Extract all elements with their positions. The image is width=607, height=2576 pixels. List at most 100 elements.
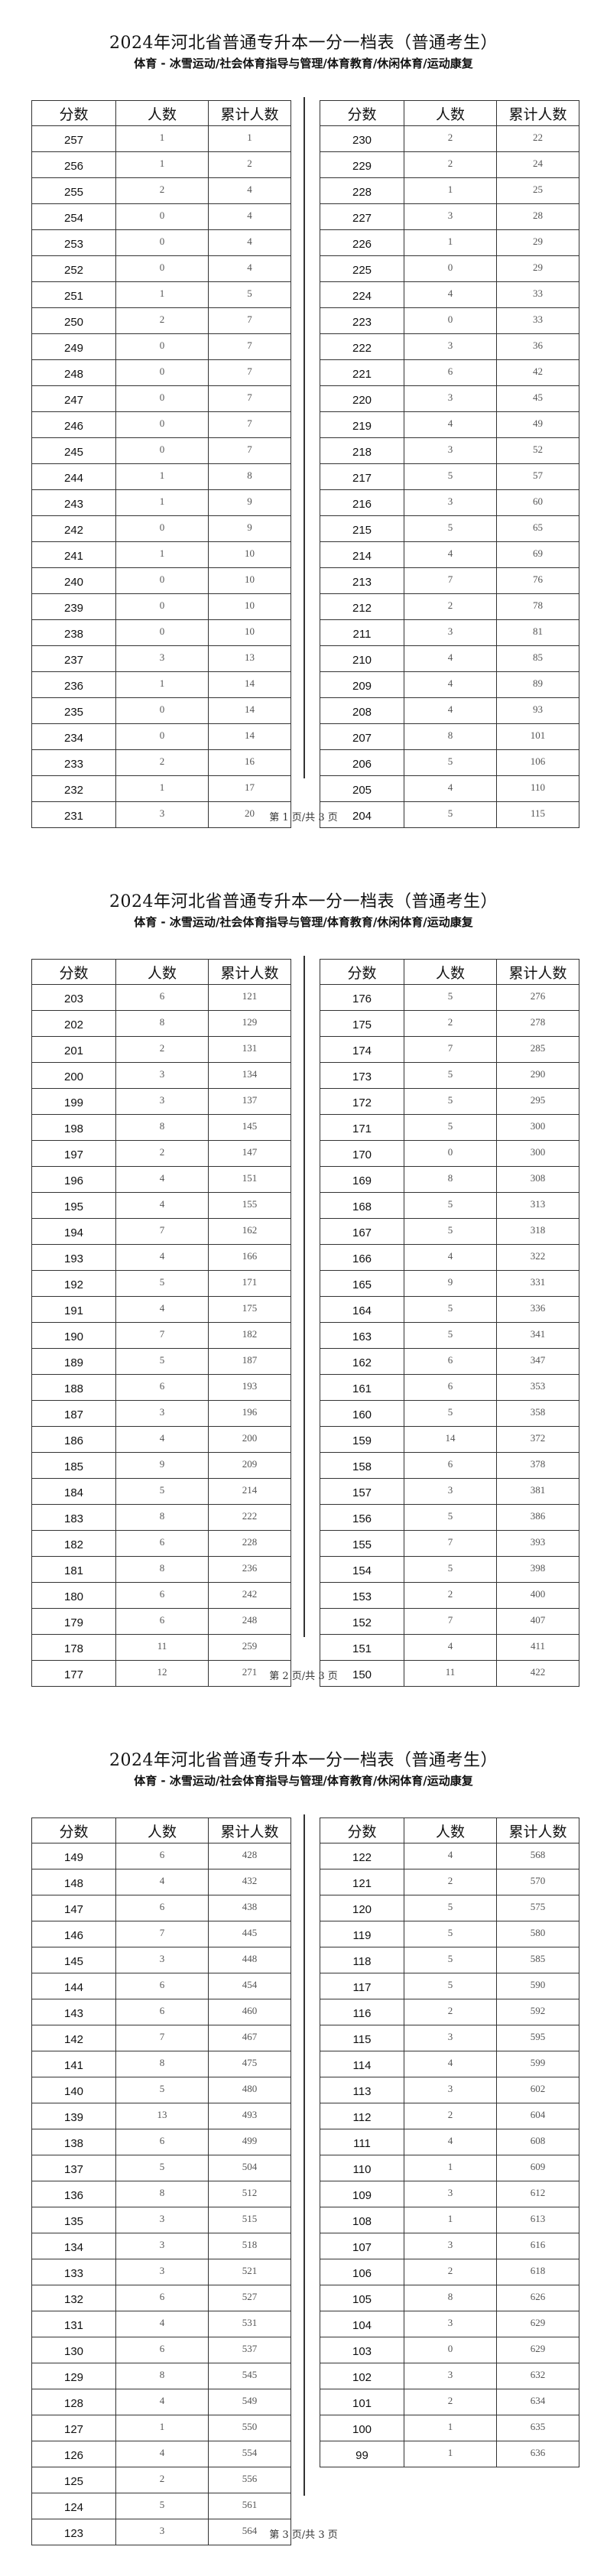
table-row: 188 6 193 — [31, 1374, 291, 1401]
count-cell: 14 — [404, 1426, 497, 1453]
score-cell: 100 — [320, 2415, 404, 2441]
score-cell: 133 — [31, 2259, 116, 2285]
cumulative-cell: 438 — [208, 1895, 291, 1921]
table-row: 108 1 613 — [320, 2207, 579, 2233]
table-row: 182 6 228 — [31, 1530, 291, 1557]
count-cell: 5 — [404, 1504, 497, 1531]
page: 2024年河北省普通专升本一分一档表（普通考生） 体育 - 冰雪运动/社会体育指导… — [0, 1717, 607, 2576]
score-cell: 180 — [31, 1582, 116, 1609]
count-cell: 6 — [115, 1973, 209, 1999]
cumulative-cell: 57 — [496, 463, 579, 490]
column-header: 分数 — [320, 1817, 404, 1843]
count-cell: 0 — [404, 255, 497, 282]
cumulative-cell: 228 — [208, 1530, 291, 1557]
score-cell: 165 — [320, 1270, 404, 1297]
table-row: 180 6 242 — [31, 1582, 291, 1609]
count-cell: 4 — [404, 1634, 497, 1661]
score-cell: 214 — [320, 541, 404, 568]
table-row: 233 2 16 — [31, 749, 291, 776]
cumulative-cell: 285 — [496, 1036, 579, 1063]
count-cell: 6 — [115, 2129, 209, 2155]
cumulative-cell: 10 — [208, 619, 291, 646]
table-row: 112 2 604 — [320, 2103, 579, 2129]
score-cell: 237 — [31, 645, 116, 672]
score-cell: 221 — [320, 359, 404, 386]
table-row: 130 6 537 — [31, 2337, 291, 2363]
cumulative-cell: 20 — [208, 801, 291, 828]
count-cell: 5 — [115, 1270, 209, 1297]
cumulative-cell: 599 — [496, 2051, 579, 2077]
count-cell: 4 — [404, 645, 497, 672]
score-cell: 211 — [320, 619, 404, 646]
cumulative-cell: 422 — [496, 1660, 579, 1687]
score-cell: 160 — [320, 1400, 404, 1427]
count-cell: 2 — [404, 1999, 497, 2025]
score-cell: 226 — [320, 229, 404, 256]
score-cell: 240 — [31, 567, 116, 594]
table-row: 134 3 518 — [31, 2233, 291, 2259]
table-row: 194 7 162 — [31, 1218, 291, 1245]
table-row: 131 4 531 — [31, 2311, 291, 2337]
count-cell: 3 — [404, 2025, 497, 2051]
count-cell: 7 — [115, 1921, 209, 1947]
score-cell: 199 — [31, 1088, 116, 1115]
cumulative-cell: 69 — [496, 541, 579, 568]
cumulative-cell: 7 — [208, 333, 291, 360]
count-cell: 1 — [115, 775, 209, 802]
column-divider — [304, 1814, 305, 2496]
score-cell: 224 — [320, 281, 404, 308]
count-cell: 1 — [404, 2415, 497, 2441]
table-row: 174 7 285 — [320, 1036, 579, 1063]
count-cell: 2 — [404, 125, 497, 152]
count-cell: 7 — [404, 567, 497, 594]
score-cell: 185 — [31, 1452, 116, 1479]
score-cell: 105 — [320, 2285, 404, 2311]
count-cell: 4 — [404, 775, 497, 802]
table-row: 206 5 106 — [320, 749, 579, 776]
score-cell: 220 — [320, 385, 404, 412]
score-table-left: 分数 人数 累计人数 149 6 428 148 4 432 147 6 438 146 7 445 145 3… — [31, 1817, 291, 2545]
table-row: 162 6 347 — [320, 1348, 579, 1375]
cumulative-cell: 145 — [208, 1114, 291, 1141]
count-cell: 4 — [115, 1192, 209, 1219]
column-divider — [304, 97, 305, 778]
count-cell: 1 — [115, 671, 209, 698]
cumulative-cell: 106 — [496, 749, 579, 776]
score-cell: 200 — [31, 1062, 116, 1089]
score-cell: 256 — [31, 151, 116, 178]
count-cell: 6 — [115, 1895, 209, 1921]
cumulative-cell: 42 — [496, 359, 579, 386]
score-cell: 252 — [31, 255, 116, 282]
score-cell: 203 — [31, 984, 116, 1011]
cumulative-cell: 81 — [496, 619, 579, 646]
cumulative-cell: 52 — [496, 437, 579, 464]
count-cell: 8 — [115, 1010, 209, 1037]
count-cell: 5 — [404, 1114, 497, 1141]
column-header: 累计人数 — [208, 100, 291, 126]
table-row: 177 12 271 — [31, 1660, 291, 1687]
score-cell: 217 — [320, 463, 404, 490]
score-cell: 146 — [31, 1921, 116, 1947]
cumulative-cell: 336 — [496, 1296, 579, 1323]
count-cell: 5 — [404, 1947, 497, 1973]
count-cell: 4 — [404, 1244, 497, 1271]
table-row: 219 4 49 — [320, 411, 579, 438]
score-cell: 250 — [31, 307, 116, 334]
table-row: 181 8 236 — [31, 1556, 291, 1583]
score-cell: 148 — [31, 1869, 116, 1895]
table-row: 202 8 129 — [31, 1010, 291, 1037]
count-cell: 5 — [115, 2155, 209, 2181]
cumulative-cell: 378 — [496, 1452, 579, 1479]
table-row: 196 4 151 — [31, 1166, 291, 1193]
score-cell: 108 — [320, 2207, 404, 2233]
score-cell: 196 — [31, 1166, 116, 1193]
cumulative-cell: 129 — [208, 1010, 291, 1037]
cumulative-cell: 65 — [496, 515, 579, 542]
count-cell: 3 — [404, 2181, 497, 2207]
score-cell: 178 — [31, 1634, 116, 1661]
cumulative-cell: 400 — [496, 1582, 579, 1609]
count-cell: 5 — [404, 801, 497, 828]
count-cell: 2 — [115, 307, 209, 334]
count-cell: 7 — [115, 2025, 209, 2051]
cumulative-cell: 358 — [496, 1400, 579, 1427]
